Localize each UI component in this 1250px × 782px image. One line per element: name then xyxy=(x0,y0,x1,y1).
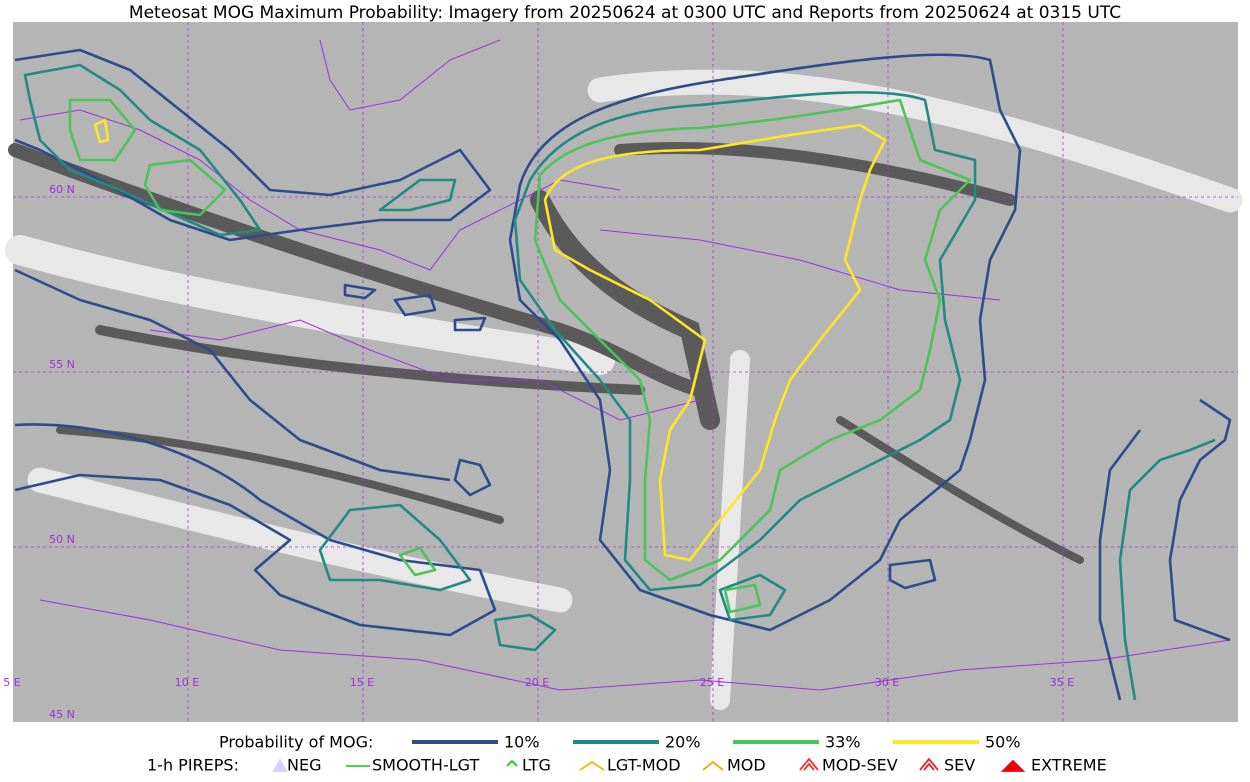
lon-label: 5 E xyxy=(3,676,20,689)
lat-label: 45 N xyxy=(49,708,75,721)
cloud-band xyxy=(5,235,615,375)
lon-label: 15 E xyxy=(350,676,374,689)
lon-label: 35 E xyxy=(1050,676,1074,689)
legend-symbol xyxy=(799,757,819,771)
legend-symbol xyxy=(272,758,288,772)
lon-label: 30 E xyxy=(875,676,899,689)
contour-10 xyxy=(1098,398,1232,701)
legend-label: NEG xyxy=(287,756,321,775)
contour-33 xyxy=(533,98,972,582)
contour-10 xyxy=(14,423,497,637)
contours xyxy=(14,48,1232,701)
legend-symbol xyxy=(1000,759,1026,772)
legend-label: 50% xyxy=(985,733,1021,752)
legend-label: 20% xyxy=(665,733,701,752)
lat-label: 55 N xyxy=(49,358,75,371)
dark-band xyxy=(614,142,1016,206)
legend-label: MOD-SEV xyxy=(822,756,898,775)
legend-label: SEV xyxy=(944,756,975,775)
cloud-band xyxy=(587,69,1243,213)
contour-10 xyxy=(508,53,1022,632)
legend-symbol xyxy=(919,757,939,771)
border xyxy=(599,229,1001,301)
dark-band xyxy=(8,143,707,397)
legend-label: 33% xyxy=(825,733,861,752)
lon-label: 20 E xyxy=(525,676,549,689)
contour-20 xyxy=(318,503,787,652)
contour-10 xyxy=(14,268,451,482)
lon-label: 25 E xyxy=(700,676,724,689)
coastline xyxy=(319,39,501,111)
legend-symbol xyxy=(702,760,724,771)
border xyxy=(149,319,701,421)
contour-10 xyxy=(14,48,492,242)
contour-33 xyxy=(68,98,762,614)
legend-symbol xyxy=(579,760,605,771)
border xyxy=(39,599,1231,691)
contour-20 xyxy=(1118,438,1216,701)
legend-label: EXTREME xyxy=(1031,756,1107,775)
legend: Probability of MOG: 1-h PIREPS: 10% 20% 33… xyxy=(147,733,1107,775)
lon-label: 10 E xyxy=(175,676,199,689)
coastline xyxy=(19,109,621,271)
dark-band xyxy=(836,416,1084,564)
contour-20 xyxy=(23,63,457,237)
legend-label: SMOOTH-LGT xyxy=(372,756,479,775)
legend-label: LTG xyxy=(522,756,551,775)
lat-label: 60 N xyxy=(49,183,75,196)
map: 5 E 10 E 15 E 20 E 25 E 30 E 35 E 45 N 5… xyxy=(3,22,1243,722)
contour-20 xyxy=(513,91,977,592)
dark-band xyxy=(530,190,720,430)
cloud-band xyxy=(710,350,750,710)
legend-label: 10% xyxy=(504,733,540,752)
legend-title: 1-h PIREPS: xyxy=(147,756,239,775)
lat-label: 50 N xyxy=(49,533,75,546)
contour-10 xyxy=(343,283,937,590)
legend-symbol xyxy=(506,759,518,767)
cloud-band xyxy=(27,467,573,613)
legend-label: LGT-MOD xyxy=(607,756,681,775)
legend-title: Probability of MOG: xyxy=(219,733,373,752)
legend-label: MOD xyxy=(727,756,766,775)
contour-50 xyxy=(93,118,887,562)
title: Meteosat MOG Maximum Probability: Imager… xyxy=(129,3,1121,23)
